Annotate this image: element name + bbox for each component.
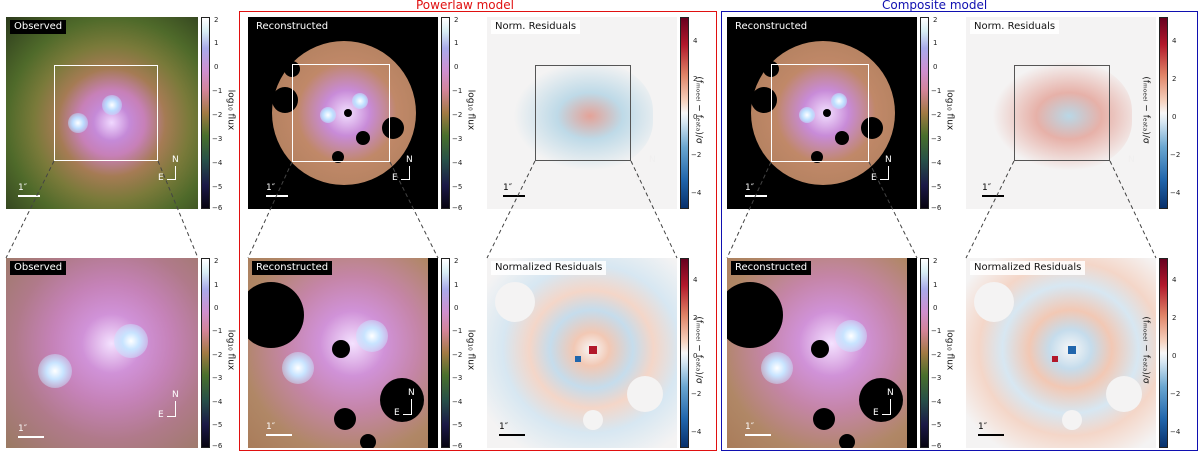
norm-residuals-label: Norm. Residuals — [970, 20, 1060, 34]
compass-icon: N E — [1114, 155, 1135, 183]
lens-galaxy-a — [114, 324, 148, 358]
scale-bar: 1″ — [503, 183, 525, 197]
reconstructed-label: Reconstructed — [252, 20, 333, 34]
flux-colorbar — [441, 17, 450, 209]
reconstructed-zoom-label: Reconstructed — [731, 261, 812, 275]
compass-icon: N E — [873, 388, 894, 418]
residual-axis-label: (fₘₒₑₑₗ − fₑₐₜₐ)/σ — [693, 76, 704, 144]
compass-icon: N E — [635, 155, 656, 183]
powerlaw-reconstructed-zoom-panel: Reconstructed 1″ N E — [248, 258, 438, 448]
residual-colorbar — [1159, 17, 1168, 209]
composite-residuals-zoom-panel: Normalized Residuals 1″ — [966, 258, 1156, 448]
powerlaw-reconstructed-panel: Reconstructed 1″ N E — [248, 17, 438, 209]
flux-axis-label: log₁₀ flux — [465, 329, 476, 371]
composite-residuals-panel: Norm. Residuals 1″ N E — [966, 17, 1156, 209]
composite-frame — [721, 11, 1198, 451]
reconstructed-label: Reconstructed — [731, 20, 812, 34]
compass-icon: N E — [394, 388, 415, 418]
composite-reconstructed-panel: Reconstructed 1″ N E — [727, 17, 917, 209]
reconstructed-zoom-label: Reconstructed — [252, 261, 333, 275]
zoom-box — [535, 65, 631, 161]
scale-bar: 1″ — [266, 183, 288, 197]
powerlaw-residuals-zoom-panel: Normalized Residuals 1″ — [487, 258, 677, 448]
zoom-box — [292, 64, 390, 162]
lens-galaxy-b — [68, 113, 88, 133]
flux-colorbar — [201, 17, 210, 209]
observed-label: Observed — [10, 20, 67, 34]
compass-icon: N E — [158, 390, 179, 420]
residual-axis-label: (fₘₒₑₑₗ − fₑₐₜₐ)/σ — [1140, 76, 1151, 144]
flux-colorbar — [920, 17, 929, 209]
residual-pattern — [513, 61, 653, 171]
flux-axis-label: log₁₀ flux — [225, 89, 236, 131]
normalized-residuals-label: Normalized Residuals — [970, 261, 1086, 275]
composite-reconstructed-zoom-panel: Reconstructed 1″ N E — [727, 258, 917, 448]
compass-icon: N E — [871, 155, 892, 183]
norm-residuals-label: Norm. Residuals — [491, 20, 581, 34]
powerlaw-frame — [239, 11, 717, 451]
flux-colorbar — [920, 258, 929, 448]
powerlaw-residuals-panel: Norm. Residuals 1″ N E — [487, 17, 677, 209]
residual-pattern — [992, 61, 1132, 171]
flux-colorbar — [441, 258, 450, 448]
residual-axis-label: (fₘₒₑₑₗ − fₑₐₜₐ)/σ — [693, 316, 704, 384]
scale-bar: 1″ — [745, 422, 771, 436]
flux-axis-label: log₁₀ flux — [225, 329, 236, 371]
composite-header: Composite model — [882, 0, 988, 12]
zoom-box — [54, 65, 158, 161]
zoom-box — [1014, 65, 1110, 161]
scale-bar: 1″ — [266, 422, 292, 436]
residual-colorbar — [680, 17, 689, 209]
powerlaw-header: Powerlaw model — [416, 0, 514, 12]
residual-colorbar — [680, 258, 689, 448]
flux-axis-label: log₁₀ flux — [465, 89, 476, 131]
residual-colorbar — [1159, 258, 1168, 448]
scale-bar: 1″ — [18, 424, 44, 438]
compass-icon: N E — [392, 155, 413, 183]
lens-galaxy-a — [102, 95, 122, 115]
flux-axis-label: log₁₀ flux — [944, 329, 955, 371]
scale-bar: 1″ — [978, 422, 1004, 436]
scale-bar: 1″ — [18, 183, 40, 197]
scale-bar: 1″ — [982, 183, 1004, 197]
lens-galaxy-b — [38, 354, 72, 388]
observed-top-panel: Observed 1″ N E — [6, 17, 198, 209]
residual-axis-label: (fₘₒₑₑₗ − fₑₐₜₐ)/σ — [1140, 316, 1151, 384]
flux-axis-label: log₁₀ flux — [944, 89, 955, 131]
observed-zoom-label: Observed — [10, 261, 67, 275]
normalized-residuals-label: Normalized Residuals — [491, 261, 607, 275]
zoom-box — [771, 64, 869, 162]
compass-icon: N E — [158, 155, 179, 183]
observed-zoom-panel: Observed 1″ N E — [6, 258, 198, 448]
scale-bar: 1″ — [499, 422, 525, 436]
flux-colorbar — [201, 258, 210, 448]
scale-bar: 1″ — [745, 183, 767, 197]
